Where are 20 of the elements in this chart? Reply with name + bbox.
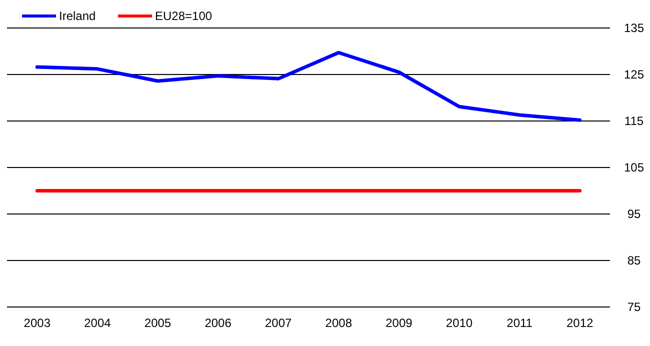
x-tick-label: 2003 xyxy=(24,316,51,330)
y-tick-label: 75 xyxy=(627,300,641,314)
x-tick-label: 2011 xyxy=(506,316,533,330)
x-tick-label: 2012 xyxy=(566,316,594,330)
x-tick-label: 2009 xyxy=(386,316,413,330)
x-tick-label: 2007 xyxy=(265,316,292,330)
y-tick-label: 125 xyxy=(624,68,644,82)
x-tick-label: 2008 xyxy=(325,316,352,330)
y-tick-label: 95 xyxy=(627,207,641,222)
legend-label: EU28=100 xyxy=(155,9,212,24)
y-tick-label: 115 xyxy=(624,114,644,128)
x-tick-label: 2004 xyxy=(84,316,112,330)
x-tick-label: 2006 xyxy=(204,316,232,330)
y-tick-label: 135 xyxy=(624,21,644,36)
legend-label: Ireland xyxy=(59,9,96,24)
x-tick-label: 2010 xyxy=(446,316,473,330)
line-series xyxy=(35,50,582,122)
x-tick-label: 2005 xyxy=(144,316,172,330)
y-tick-label: 85 xyxy=(627,254,641,268)
y-tick-label: 105 xyxy=(624,160,644,175)
